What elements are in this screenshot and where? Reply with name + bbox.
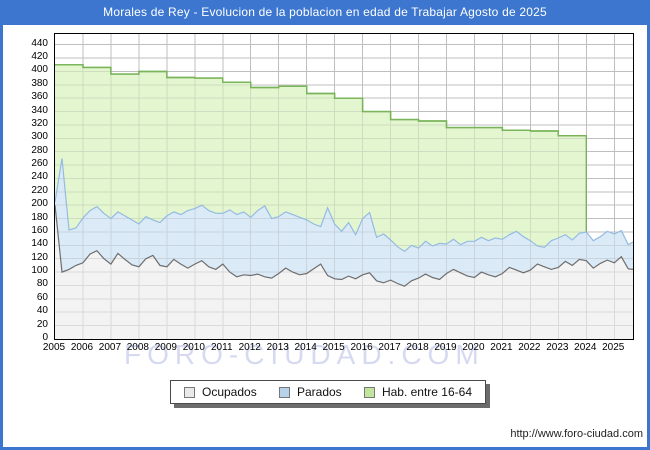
watermark: FORO-CIUDAD.COM (124, 339, 485, 370)
y-tick-label: 160 (31, 224, 48, 236)
x-tick-label: 2021 (490, 342, 513, 353)
y-tick-label: 440 (31, 37, 48, 49)
x-tick-label: 2024 (574, 342, 597, 353)
x-tick-label: 2009 (154, 342, 177, 353)
x-tick-label: 2012 (238, 342, 261, 353)
footer-url: http://www.foro-ciudad.com (510, 428, 643, 440)
x-tick-label: 2018 (406, 342, 429, 353)
y-tick-label: 240 (31, 171, 48, 183)
hab-16-64-swatch-icon (363, 386, 375, 398)
y-tick-label: 20 (36, 318, 48, 330)
legend-label-parados: Parados (296, 385, 342, 399)
ocupados-swatch-icon (184, 386, 195, 398)
chart-canvas (55, 34, 633, 339)
y-tick-label: 340 (31, 104, 48, 116)
legend: Ocupados Parados Hab. entre 16-64 (170, 380, 486, 404)
x-tick-label: 2017 (378, 342, 401, 353)
legend-label-ocupados: Ocupados (202, 385, 257, 399)
y-tick-label: 260 (31, 158, 48, 170)
y-tick-label: 300 (31, 131, 48, 143)
y-tick-label: 380 (31, 77, 48, 89)
legend-item-parados: Parados (278, 385, 342, 399)
x-tick-label: 2023 (546, 342, 569, 353)
x-tick-label: 2019 (434, 342, 457, 353)
y-tick-label: 320 (31, 117, 48, 129)
x-tick-label: 2025 (602, 342, 625, 353)
y-tick-label: 200 (31, 198, 48, 210)
legend-item-ocupados: Ocupados (184, 385, 257, 399)
y-tick-label: 140 (31, 238, 48, 250)
series-outlines (55, 64, 633, 287)
x-tick-label: 2015 (322, 342, 345, 353)
x-tick-label: 2016 (350, 342, 373, 353)
x-tick-label: 2022 (518, 342, 541, 353)
y-tick-label: 100 (31, 265, 48, 277)
y-tick-label: 220 (31, 184, 48, 196)
y-tick-label: 280 (31, 144, 48, 156)
y-tick-label: 400 (31, 64, 48, 76)
y-tick-label: 180 (31, 211, 48, 223)
x-tick-label: 2008 (126, 342, 149, 353)
x-tick-label: 2013 (266, 342, 289, 353)
x-tick-label: 2011 (211, 342, 233, 353)
series-ocupados (55, 205, 633, 339)
y-tick-label: 420 (31, 51, 48, 63)
parados-swatch-icon (278, 386, 290, 398)
legend-label-hab-16-64: Hab. entre 16-64 (381, 385, 472, 399)
legend-item-hab-16-64: Hab. entre 16-64 (363, 385, 472, 399)
chart-title: Morales de Rey - Evolucion de la poblaci… (103, 5, 547, 19)
x-tick-label: 2020 (462, 342, 485, 353)
plot-area (54, 33, 634, 340)
title-bar: Morales de Rey - Evolucion de la poblaci… (0, 0, 650, 25)
x-tick-label: 2005 (42, 342, 66, 353)
y-tick-label: 120 (31, 251, 48, 263)
y-tick-label: 40 (36, 305, 48, 317)
y-tick-label: 0 (42, 332, 48, 343)
x-tick-label: 2007 (98, 342, 122, 353)
y-tick-label: 60 (36, 291, 48, 303)
y-tick-label: 360 (31, 91, 48, 103)
x-tick-label: 2014 (294, 342, 317, 353)
y-tick-label: 80 (36, 278, 48, 290)
x-tick-label: 2006 (70, 342, 94, 353)
x-tick-label: 2010 (182, 342, 205, 353)
